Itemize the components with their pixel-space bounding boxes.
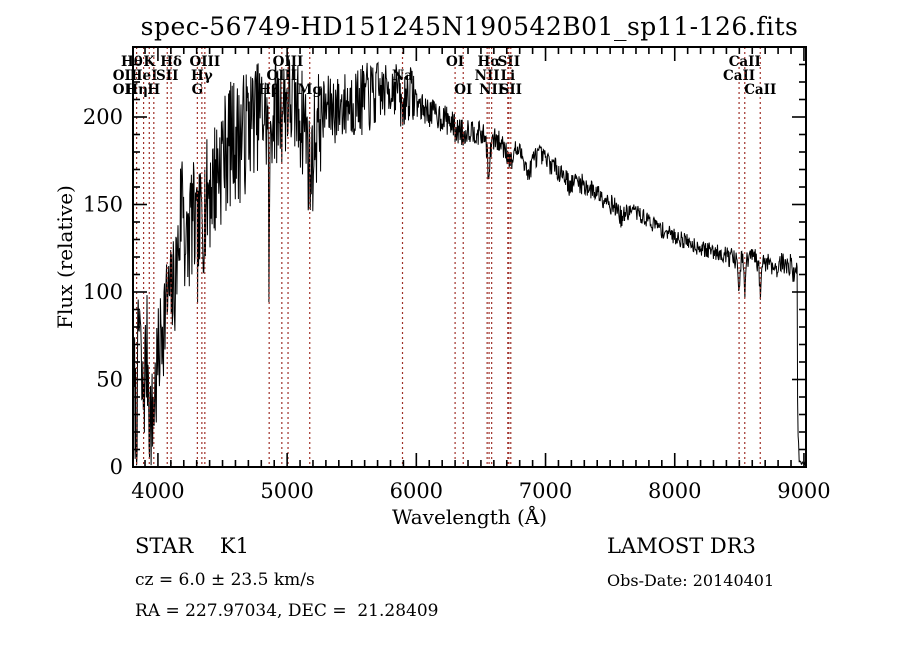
x-tick-label: 9000 (777, 479, 830, 503)
spectral-line-label: NII (475, 68, 500, 84)
spectral-line-label: K (143, 54, 156, 70)
spectral-line-label: HeI (130, 68, 158, 84)
x-tick-label: 4000 (131, 479, 184, 503)
spectral-line-label: Hγ (191, 68, 213, 84)
y-tick-label: 50 (96, 368, 123, 392)
spectral-line-label: OI (454, 82, 472, 98)
spectral-line-label: OIII (273, 54, 304, 70)
spectral-line-label: OII (113, 68, 137, 84)
spectral-line-label: OII (113, 82, 137, 98)
spectral-line-label: OIII (189, 54, 220, 70)
survey-release: LAMOST DR3 (607, 534, 756, 558)
spectral-line-label: H (147, 82, 160, 98)
object-classification: STAR K1 (135, 534, 249, 558)
x-tick-label: 6000 (390, 479, 443, 503)
spectral-line-label: OIII (266, 68, 297, 84)
radial-velocity: cz = 6.0 ± 23.5 km/s (135, 570, 315, 590)
spectral-line-label: Hα (477, 54, 501, 70)
spectral-line-label: SII (500, 82, 522, 98)
spectral-line-label: SII (156, 68, 178, 84)
y-tick-label: 0 (110, 455, 123, 479)
spectral-line-label: G (192, 82, 204, 98)
spectral-line-label: CaII (744, 82, 776, 98)
spectral-line-label: SII (498, 54, 520, 70)
spectral-line-label: OI (446, 54, 464, 70)
x-tick-label: 7000 (519, 479, 572, 503)
x-tick-label: 8000 (648, 479, 701, 503)
spectral-line-label: CaII (723, 68, 755, 84)
spectrum-trace (132, 57, 807, 466)
spectral-line-label: Hβ (258, 82, 280, 98)
spectral-line-label: Hδ (160, 54, 182, 70)
y-axis-label: Flux (relative) (53, 185, 77, 329)
spectral-line-label: NII (479, 82, 504, 98)
figure-title: spec-56749-HD151245N190542B01_sp11-126.f… (140, 12, 799, 41)
x-axis-label: Wavelength (Å) (392, 504, 547, 529)
y-tick-label: 100 (83, 280, 123, 304)
x-tick-label: 5000 (260, 479, 313, 503)
spectral-line-label: Li (500, 68, 515, 84)
spectral-line-label: CaII (729, 54, 761, 70)
observation-date: Obs-Date: 20140401 (607, 571, 775, 590)
y-tick-label: 200 (83, 105, 123, 129)
coordinates: RA = 227.97034, DEC = 21.28409 (135, 601, 439, 621)
spectral-line-label: Hθ (121, 54, 143, 70)
y-tick-label: 150 (83, 193, 123, 217)
spectral-line-label: Mg (298, 82, 323, 98)
spectral-line-label: Na (392, 68, 413, 84)
spectral-line-label: Hη (125, 82, 148, 98)
